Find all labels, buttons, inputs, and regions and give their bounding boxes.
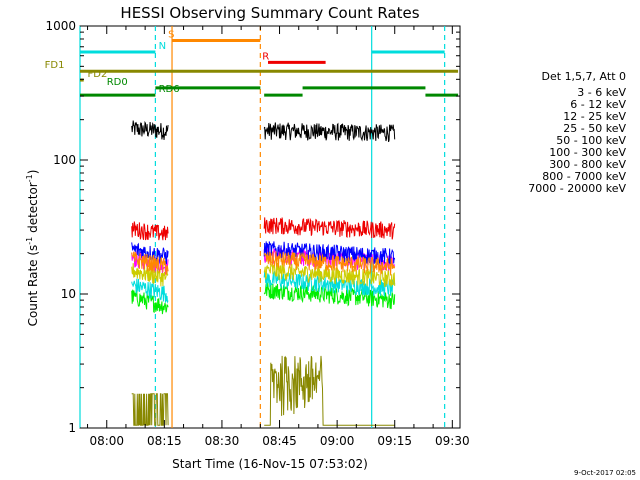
x-tick-label: 09:00 — [320, 434, 355, 448]
flag-bar-label: S — [168, 29, 174, 40]
y-axis-label-mid: detector — [26, 182, 40, 237]
x-tick-label: 08:30 — [205, 434, 240, 448]
x-tick-label: 09:30 — [435, 434, 470, 448]
flag-bar-label: N — [159, 41, 166, 52]
series-line — [263, 282, 396, 310]
x-tick-label: 08:15 — [147, 434, 182, 448]
y-axis-label-end: ) — [26, 170, 40, 175]
y-axis-label-sup1: -1 — [25, 237, 34, 245]
x-tick-label: 08:45 — [262, 434, 297, 448]
series-line — [263, 251, 396, 276]
x-tick-label: 09:15 — [377, 434, 412, 448]
legend-entry: 6 - 12 keV — [570, 98, 626, 111]
flag-bar-label: FD1 — [45, 60, 65, 71]
flag-bar-label: RD6 — [159, 84, 180, 95]
chart-title: HESSI Observing Summary Count Rates — [120, 4, 419, 22]
flag-bar-label: RD0 — [107, 77, 128, 88]
x-axis: 08:00 08:15 08:30 08:45 09:00 09:15 09:30 — [87, 26, 470, 448]
legend-entry: 100 - 300 keV — [549, 146, 626, 159]
y-axis-label: Count Rate (s-1 detector-1) — [25, 170, 40, 327]
y-axis: 1 10 100 1000 — [45, 19, 460, 435]
series-line — [131, 120, 169, 140]
date-stamp: 9-Oct-2017 02:05 — [574, 469, 636, 477]
series-line — [131, 242, 169, 265]
legend-entry: 3 - 6 keV — [577, 86, 626, 99]
series-line — [263, 262, 396, 288]
series-lines — [131, 120, 396, 426]
legend-entry: 50 - 100 keV — [556, 134, 626, 147]
flag-bar-label: R — [262, 51, 269, 62]
series-line — [264, 355, 395, 426]
series-line — [131, 278, 169, 304]
legend-header: Det 1,5,7, Att 0 — [542, 70, 626, 83]
series-line — [263, 122, 396, 143]
y-tick-label: 1 — [68, 421, 76, 435]
series-line — [131, 221, 169, 241]
series-line — [131, 393, 169, 426]
y-tick-label: 1000 — [45, 19, 76, 33]
series-line — [263, 217, 396, 240]
y-tick-label: 10 — [61, 287, 76, 301]
y-axis-label-main: Count Rate (s — [26, 245, 40, 327]
x-tick-label: 08:00 — [89, 434, 124, 448]
legend-entry: 12 - 25 keV — [563, 110, 626, 123]
vertical-markers — [79, 26, 446, 428]
x-axis-label: Start Time (16-Nov-15 07:53:02) — [172, 457, 368, 471]
legend-entry: 25 - 50 keV — [563, 122, 626, 135]
legend-entry: 300 - 800 keV — [549, 158, 626, 171]
legend-entry: 800 - 7000 keV — [542, 170, 626, 183]
series-line — [131, 263, 169, 287]
series-line — [131, 251, 169, 275]
y-axis-label-sup2: -1 — [25, 174, 34, 182]
legend-entry: 7000 - 20000 keV — [528, 182, 626, 195]
y-tick-label: 100 — [53, 153, 76, 167]
flag-bar-label: FD2 — [88, 69, 108, 80]
